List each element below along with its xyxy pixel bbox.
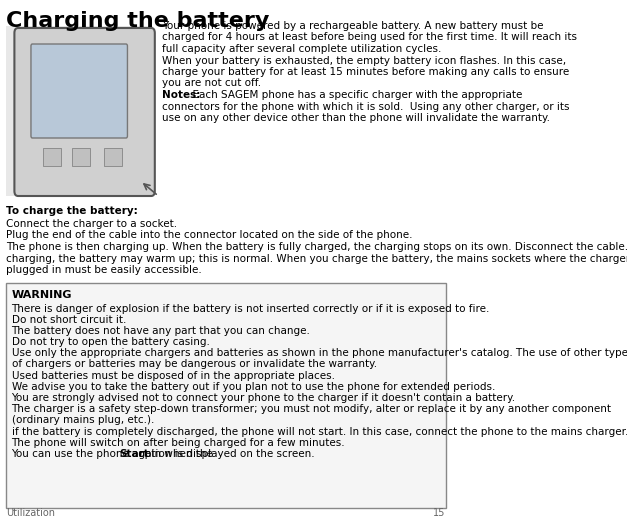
Text: of chargers or batteries may be dangerous or invalidate the warranty.: of chargers or batteries may be dangerou… xyxy=(11,359,377,369)
Text: if the battery is completely discharged, the phone will not start. In this case,: if the battery is completely discharged,… xyxy=(11,427,627,437)
Bar xyxy=(72,148,90,166)
Text: You can use the phone again when the: You can use the phone again when the xyxy=(11,449,217,459)
Text: Do not try to open the battery casing.: Do not try to open the battery casing. xyxy=(11,337,209,347)
Text: charging, the battery may warm up; this is normal. When you charge the battery, : charging, the battery may warm up; this … xyxy=(6,254,627,264)
Text: There is danger of explosion if the battery is not inserted correctly or if it i: There is danger of explosion if the batt… xyxy=(11,304,490,313)
Text: option is displayed on the screen.: option is displayed on the screen. xyxy=(135,449,315,459)
Text: You are strongly advised not to connect your phone to the charger if it doesn't : You are strongly advised not to connect … xyxy=(11,393,515,403)
Text: plugged in must be easily accessible.: plugged in must be easily accessible. xyxy=(6,265,201,275)
Text: charged for 4 hours at least before being used for the first time. It will reach: charged for 4 hours at least before bein… xyxy=(162,33,577,43)
Text: you are not cut off.: you are not cut off. xyxy=(162,78,261,88)
Text: connectors for the phone with which it is sold.  Using any other charger, or its: connectors for the phone with which it i… xyxy=(162,102,569,112)
Text: When your battery is exhausted, the empty battery icon flashes. In this case,: When your battery is exhausted, the empt… xyxy=(162,56,566,66)
Text: Do not short circuit it.: Do not short circuit it. xyxy=(11,315,126,325)
Text: To charge the battery:: To charge the battery: xyxy=(6,206,137,216)
Text: charge your battery for at least 15 minutes before making any calls to ensure: charge your battery for at least 15 minu… xyxy=(162,67,569,77)
Text: The phone is then charging up. When the battery is fully charged, the charging s: The phone is then charging up. When the … xyxy=(6,242,627,252)
Text: The phone will switch on after being charged for a few minutes.: The phone will switch on after being cha… xyxy=(11,438,345,448)
FancyBboxPatch shape xyxy=(31,44,127,138)
Text: Utilization: Utilization xyxy=(6,508,55,518)
Text: full capacity after several complete utilization cycles.: full capacity after several complete uti… xyxy=(162,44,441,54)
Text: Connect the charger to a socket.: Connect the charger to a socket. xyxy=(6,219,177,229)
Text: Each SAGEM phone has a specific charger with the appropriate: Each SAGEM phone has a specific charger … xyxy=(186,90,522,100)
Text: Use only the appropriate chargers and batteries as shown in the phone manufactur: Use only the appropriate chargers and ba… xyxy=(11,348,627,358)
Text: Start: Start xyxy=(119,449,149,459)
Text: Used batteries must be disposed of in the appropriate places.: Used batteries must be disposed of in th… xyxy=(11,371,335,381)
Bar xyxy=(6,282,446,508)
Text: Notes:: Notes: xyxy=(162,90,201,100)
Text: Charging the battery: Charging the battery xyxy=(6,11,269,31)
Text: 15: 15 xyxy=(433,508,446,518)
Text: We advise you to take the battery out if you plan not to use the phone for exten: We advise you to take the battery out if… xyxy=(11,382,495,392)
Bar xyxy=(6,26,154,196)
Text: Plug the end of the cable into the connector located on the side of the phone.: Plug the end of the cable into the conne… xyxy=(6,230,413,240)
Text: WARNING: WARNING xyxy=(11,290,72,300)
Bar xyxy=(43,148,61,166)
Text: Your phone is powered by a rechargeable battery. A new battery must be: Your phone is powered by a rechargeable … xyxy=(162,21,544,31)
Text: use on any other device other than the phone will invalidate the warranty.: use on any other device other than the p… xyxy=(162,113,550,123)
Text: The charger is a safety step-down transformer; you must not modify, alter or rep: The charger is a safety step-down transf… xyxy=(11,404,611,414)
FancyBboxPatch shape xyxy=(14,28,155,196)
Text: The battery does not have any part that you can change.: The battery does not have any part that … xyxy=(11,326,310,336)
Text: (ordinary mains plug, etc.).: (ordinary mains plug, etc.). xyxy=(11,416,154,426)
Bar xyxy=(105,148,122,166)
